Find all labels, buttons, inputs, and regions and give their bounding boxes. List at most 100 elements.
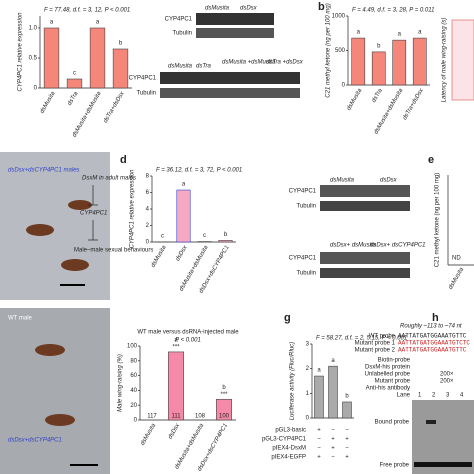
category-label: dsMusita — [140, 422, 158, 446]
significance-letter: b — [377, 43, 381, 49]
row-label: Mutant probe — [375, 379, 411, 385]
significance-stars: *** — [220, 392, 228, 398]
scheme-text: CYP4PC1 — [80, 211, 107, 217]
lane: 1 — [418, 393, 422, 399]
row-label: Tubulin — [297, 204, 316, 210]
lane-label: dsDsx+ dsMusita — [330, 243, 377, 249]
y-tick-label: 40 — [130, 388, 137, 394]
photo-label: WT male — [8, 316, 33, 322]
row-mark: − — [331, 455, 335, 461]
axis-label: C21 methyl ketone (ng per 100 mg) — [435, 173, 441, 267]
significance-letter: a — [331, 358, 335, 364]
scheme-text: DsxM in adult males — [82, 176, 136, 182]
lane-label: dsMusita — [168, 64, 193, 70]
lane-label: dsDsx+ dsCYP4PC1 — [370, 243, 426, 249]
blot-band — [160, 88, 300, 98]
significance-stars: *** — [172, 344, 180, 350]
sample-size: 108 — [195, 414, 206, 420]
probe: WT probe — [369, 334, 396, 340]
y-tick-label: 0 — [34, 86, 38, 92]
sample-size: 111 — [171, 414, 181, 420]
bar — [328, 365, 338, 419]
significance-letter: a — [357, 30, 361, 36]
blot-band — [196, 28, 274, 38]
sequence: AATTATGATGGAAATGTCTC — [398, 340, 470, 347]
axis-label: Luciferase activity (Fluc/Rluc) — [290, 342, 296, 420]
category-label: dsTra — [67, 90, 80, 106]
significance-letter: a — [398, 32, 402, 38]
significance-letter: b — [119, 41, 123, 47]
panel-label: g — [284, 312, 291, 324]
bar — [176, 189, 191, 243]
sequence: AATTATGATGGAAATGTTC — [398, 347, 467, 354]
photo — [0, 152, 110, 300]
row-label: Tubulin — [297, 271, 316, 277]
category-label: dsMusita — [346, 87, 364, 111]
bar — [412, 37, 427, 86]
y-tick-label: 1.0 — [29, 26, 38, 32]
lane-label: dsMusita — [205, 6, 230, 12]
lane-label: dsMusita — [330, 178, 355, 184]
blot-a: dsMusita dsDsx CYP4PC1 Tubulin dsMusita … — [129, 6, 304, 98]
blot-band — [320, 185, 410, 197]
axis-label: CYP4PC1 relative expression — [18, 12, 24, 92]
row-label: Anti-his antibody — [366, 386, 410, 392]
significance-letter: b — [224, 232, 228, 238]
category-label: dsTra — [371, 87, 384, 103]
y-tick-label: 500 — [335, 48, 346, 54]
y-tick-label: 1 — [306, 391, 310, 397]
row-mark: − — [317, 437, 321, 443]
photo-label: dsDsx+dsCYP4PC1 — [8, 438, 62, 444]
significance-letter: a — [418, 30, 422, 36]
blot-band — [160, 72, 300, 84]
lane-label: dsMusita +dsMusita — [222, 60, 276, 66]
row-label: DsxM-his protein — [365, 365, 410, 371]
stats: F = 36.12, d.f. = 3, 72, P < 0.001 — [156, 168, 242, 174]
cockroach — [35, 344, 65, 356]
sample-size: 100 — [219, 414, 230, 420]
row-mark: + — [345, 437, 349, 443]
probe: Mutant probe 1 — [355, 341, 396, 347]
row-mark: − — [345, 428, 349, 434]
violin — [451, 19, 474, 101]
fold: 200× — [440, 372, 454, 378]
category-label: dsTra+dsDsx — [402, 87, 425, 121]
sequence: AATTATGATGGAAATGTTC — [398, 333, 467, 340]
row-mark: + — [317, 455, 321, 461]
bar — [89, 27, 106, 89]
significance-letter: a — [96, 20, 100, 26]
axis-label: CYP4PC1 relative expression — [130, 169, 136, 249]
category-label: dsMusita — [448, 266, 466, 290]
cockroach — [26, 224, 54, 236]
row-label: CYP4PC1 — [165, 17, 193, 23]
significance-letter: a — [182, 182, 186, 188]
panel-label: d — [120, 154, 127, 166]
significance-letter: a — [317, 368, 321, 374]
y-tick-label: 6 — [146, 190, 150, 196]
scheme-text: Male–male sexual behaviours — [74, 248, 153, 254]
row-label: Tubulin — [173, 31, 192, 37]
row-mark: + — [317, 428, 321, 434]
axis-label: Male wing-raising (%) — [118, 354, 124, 412]
y-tick-label: 0 — [342, 83, 346, 89]
row-label: CYP4PC1 — [129, 76, 157, 82]
row-mark: + — [331, 446, 335, 452]
row-label: pGL3-basic — [275, 428, 306, 434]
y-tick-label: 0 — [134, 418, 138, 424]
lane-label: dsTra +dsDsx — [266, 60, 304, 66]
blot-band — [320, 268, 410, 278]
y-tick-label: 0.5 — [29, 56, 38, 62]
row-label: CYP4PC1 — [289, 189, 317, 195]
gel — [412, 400, 474, 474]
row-mark: + — [331, 437, 335, 443]
bar — [371, 51, 386, 86]
scale-bar — [70, 464, 98, 466]
row-label: pGL3-CYP4PC1 — [262, 437, 307, 443]
lane-label: dsTra — [196, 64, 212, 70]
probe: Mutant probe 2 — [355, 348, 396, 354]
row-label: pIEX4-EGFP — [271, 455, 306, 461]
bar — [392, 39, 407, 86]
bar — [342, 401, 352, 419]
blot-band — [196, 13, 274, 25]
